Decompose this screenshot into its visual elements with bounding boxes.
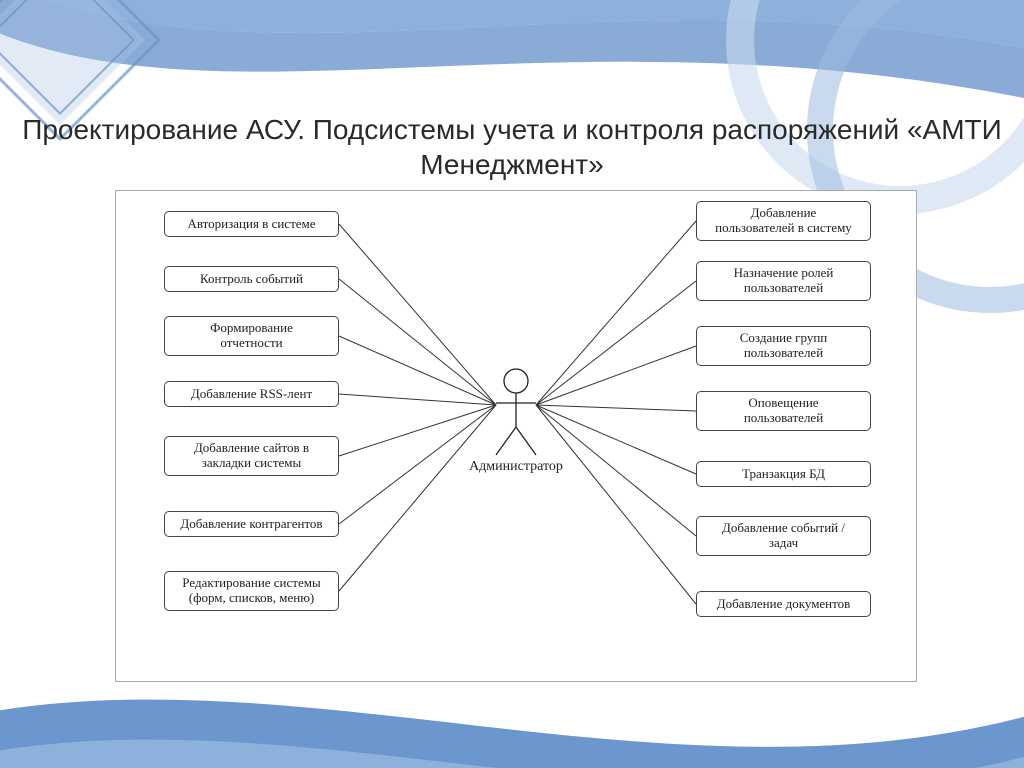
usecase-diagram: Авторизация в системеКонтроль событийФор…: [115, 190, 917, 682]
actor-label: Администратор: [446, 459, 586, 475]
actor-figure: [116, 191, 916, 681]
slide: Проектирование АСУ. Подсистемы учета и к…: [0, 0, 1024, 768]
slide-title-text: Проектирование АСУ. Подсистемы учета и к…: [22, 114, 1002, 180]
slide-title: Проектирование АСУ. Подсистемы учета и к…: [0, 112, 1024, 182]
